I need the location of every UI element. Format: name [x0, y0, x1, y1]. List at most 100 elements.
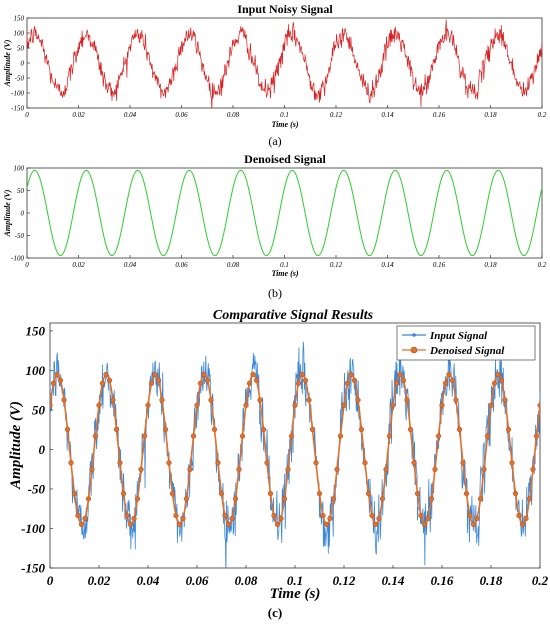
- denoised-signal-marker: [383, 466, 389, 473]
- denoised-signal-marker: [204, 377, 211, 384]
- panel-b-xlabel: Time (s): [271, 269, 298, 278]
- denoised-signal-marker: [183, 496, 190, 502]
- denoised-signal-marker: [460, 460, 466, 466]
- y-tick-label: -50: [15, 232, 25, 240]
- x-tick-label: 0.08: [235, 573, 258, 588]
- denoised-signal-marker: [155, 377, 162, 384]
- denoised-signal-marker: [218, 490, 225, 497]
- denoised-signal-marker: [292, 402, 298, 408]
- x-tick-label: 0.06: [175, 111, 188, 119]
- denoised-signal-marker: [152, 371, 158, 378]
- y-tick-label: 0: [39, 442, 46, 457]
- input-signal-line: [27, 19, 542, 108]
- legend-input-label: Input Signal: [429, 330, 488, 342]
- denoised-signal-marker: [519, 521, 526, 528]
- x-tick-label: 0.18: [480, 573, 503, 588]
- panel-b: Denoised Signal 0 0.02 0.04 0.06 0.08 0.1 0.12…: [3, 152, 547, 300]
- denoised-signal-marker: [166, 460, 172, 466]
- denoised-signal-marker: [54, 371, 60, 378]
- denoised-signal-marker: [110, 397, 116, 403]
- denoised-signal-marker: [481, 466, 487, 473]
- denoised-signal-marker: [57, 377, 64, 384]
- panel-b-ticks: 0 0.02 0.04 0.06 0.08 0.1 0.12 0.14 0.16 0.18 0.2 1…: [11, 164, 547, 269]
- denoised-signal-marker: [288, 433, 295, 439]
- panel-b-ylabel: Amplitude (V): [3, 189, 12, 237]
- denoised-signal-line: [27, 169, 542, 257]
- denoised-signal-marker: [418, 512, 424, 519]
- denoised-signal-marker: [449, 377, 456, 384]
- denoised-signal-marker: [358, 426, 365, 433]
- panel-c: Comparative Signal Results 0 0.02 0.04 0.06…: [8, 308, 549, 620]
- denoised-signal-marker: [484, 433, 491, 439]
- denoised-signal-marker: [313, 460, 319, 466]
- denoised-signal-marker: [341, 402, 347, 408]
- x-tick-label: 0.04: [124, 111, 137, 119]
- denoised-signal-marker: [355, 397, 361, 403]
- denoised-signal-marker: [117, 460, 123, 466]
- denoised-signal-marker: [96, 402, 102, 408]
- denoised-signal-marker: [425, 515, 431, 522]
- panel-c-xlabel: Time (s): [270, 586, 321, 602]
- denoised-signal-marker: [404, 397, 410, 403]
- denoised-signal-marker: [498, 377, 505, 384]
- denoised-signal-marker: [173, 512, 179, 519]
- denoised-signal-marker: [491, 380, 498, 386]
- denoised-signal-marker: [467, 512, 473, 519]
- denoised-signal-marker: [64, 426, 71, 433]
- denoised-signal-marker: [323, 521, 330, 528]
- legend-input-marker: [412, 333, 416, 337]
- denoised-signal-marker: [267, 490, 274, 497]
- denoised-signal-marker: [225, 521, 232, 528]
- denoised-signal-marker: [106, 377, 113, 384]
- y-tick-label: -50: [15, 74, 25, 82]
- denoised-signal-marker: [61, 397, 67, 403]
- y-tick-label: 50: [17, 44, 25, 52]
- x-tick-label: 0.06: [175, 261, 188, 269]
- denoised-signal-marker: [432, 466, 438, 473]
- x-tick-label: 0.16: [431, 573, 454, 588]
- denoised-signal-marker: [138, 466, 144, 473]
- denoised-signal-marker: [414, 490, 421, 497]
- denoised-signal-marker: [397, 371, 403, 378]
- denoised-signal-marker: [145, 402, 151, 408]
- panel-a-ticks: 0 0.02 0.04 0.06 0.08 0.1 0.12 0.14 0.16 0.18 0.2 1…: [11, 14, 547, 119]
- denoised-signal-marker: [127, 521, 134, 528]
- denoised-signal-marker: [386, 433, 393, 439]
- denoised-signal-marker: [453, 397, 459, 403]
- denoised-signal-marker: [344, 380, 351, 386]
- denoised-signal-marker: [393, 380, 400, 386]
- denoised-signal-marker: [78, 521, 85, 528]
- x-tick-label: 0.06: [186, 573, 209, 588]
- denoised-signal-marker: [407, 426, 414, 433]
- denoised-signal-marker: [75, 512, 81, 519]
- denoised-signal-marker: [512, 490, 519, 497]
- denoised-signal-marker: [376, 515, 382, 522]
- denoised-signal-marker: [201, 371, 207, 378]
- denoised-signal-marker: [470, 521, 477, 528]
- denoised-signal-marker: [162, 426, 169, 433]
- denoised-signal-marker: [530, 466, 536, 473]
- denoised-signal-marker: [141, 433, 148, 439]
- denoised-signal-marker: [120, 490, 127, 497]
- denoised-signal-marker: [309, 426, 316, 433]
- denoised-signal-marker: [159, 397, 165, 403]
- denoised-signal-marker: [439, 402, 445, 408]
- denoised-signal-marker: [180, 515, 186, 522]
- denoised-signal-marker: [246, 380, 253, 386]
- y-tick-label: -100: [11, 89, 24, 97]
- x-tick-label: 0.08: [227, 261, 240, 269]
- x-tick-label: 0.12: [330, 111, 343, 119]
- x-tick-label: 0.16: [433, 261, 446, 269]
- denoised-signal-marker: [320, 512, 326, 519]
- panel-a-xlabel: Time (s): [271, 120, 298, 129]
- y-tick-label: -100: [21, 521, 45, 536]
- panel-b-title: Denoised Signal: [244, 152, 326, 166]
- legend-denoised-marker: [410, 346, 418, 354]
- x-tick-label: 0.14: [381, 111, 394, 119]
- denoised-signal-marker: [92, 433, 99, 439]
- denoised-signal-marker: [435, 433, 442, 439]
- legend-box: [396, 325, 536, 361]
- x-tick-label: 0.1: [287, 573, 303, 588]
- y-tick-label: -50: [28, 482, 46, 497]
